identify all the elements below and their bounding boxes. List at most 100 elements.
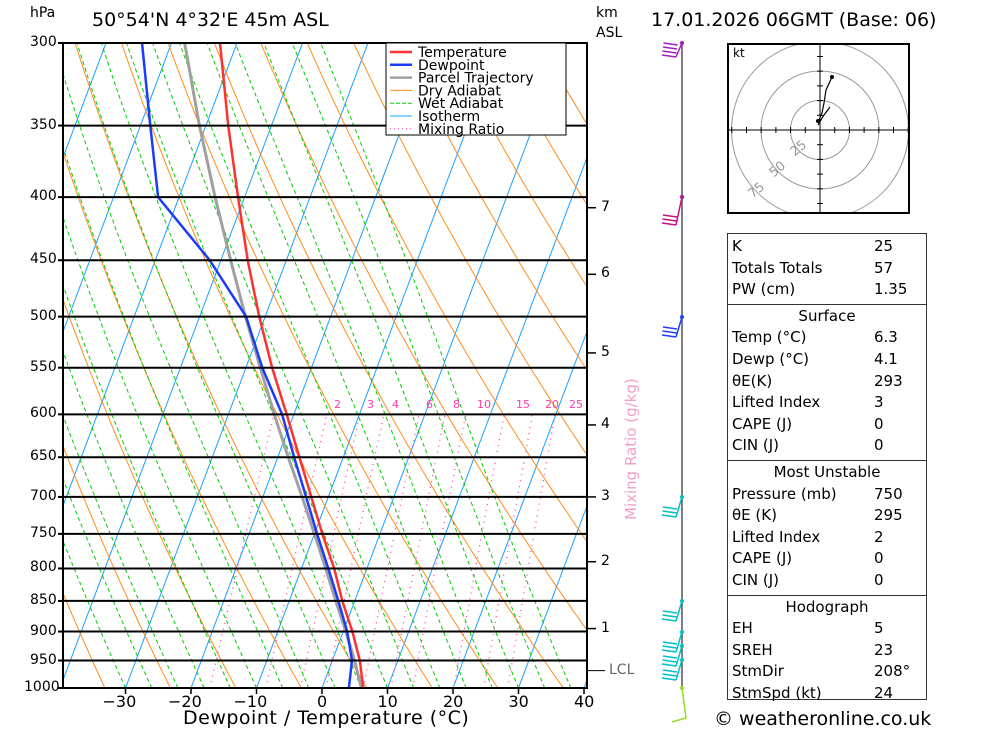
index-value: 0 bbox=[874, 571, 884, 589]
wet-adiabat-line bbox=[63, 539, 126, 688]
pressure-tick-label: 400 bbox=[30, 188, 57, 205]
wet-adiabat-line bbox=[100, 43, 362, 688]
index-name: CAPE (J) bbox=[732, 414, 793, 433]
index-name: CIN (J) bbox=[732, 436, 780, 455]
isotherm-line bbox=[63, 43, 107, 159]
isotherm-line bbox=[63, 43, 238, 508]
pressure-tick-label: 850 bbox=[30, 591, 57, 608]
section-divider bbox=[728, 594, 926, 596]
section-title: Most Unstable bbox=[773, 463, 881, 481]
height-tick-label: 1 bbox=[601, 619, 610, 636]
wet-adiabat-line bbox=[126, 43, 388, 688]
index-row: PW (cm) 1.35 bbox=[732, 280, 922, 301]
pressure-tick-label: 700 bbox=[30, 487, 57, 504]
legend-box bbox=[385, 42, 567, 136]
mixing-ratio-axis-title: Mixing Ratio (g/kg) bbox=[622, 378, 640, 520]
isotherm-line bbox=[452, 330, 587, 688]
mixing-ratio-label: 6 bbox=[426, 398, 433, 411]
wind-barb bbox=[671, 686, 687, 723]
wet-adiabat-line bbox=[76, 43, 336, 688]
mixing-ratio-label: 8 bbox=[453, 398, 460, 411]
index-row: CIN (J) 0 bbox=[732, 571, 922, 592]
dry-adiabat-line bbox=[260, 43, 587, 632]
temperature-tick-label: 0 bbox=[317, 692, 328, 711]
isotherm-line bbox=[63, 43, 304, 682]
mixing-ratio-label: 25 bbox=[569, 398, 583, 411]
index-value: 1.35 bbox=[874, 280, 908, 299]
dry-adiabat-line bbox=[445, 43, 587, 288]
pressure-tick-label: 500 bbox=[30, 307, 57, 324]
mixing-ratio-line bbox=[483, 414, 534, 688]
mixing-ratio-label: 10 bbox=[477, 398, 491, 411]
index-row: Lifted Index 3 bbox=[732, 393, 922, 414]
pressure-tick-label: 900 bbox=[30, 622, 57, 639]
index-value: 0 bbox=[874, 436, 884, 455]
index-row: Totals Totals 57 bbox=[732, 259, 922, 280]
index-row: Pressure (mb) 750 bbox=[732, 485, 922, 506]
hodograph-point bbox=[816, 119, 820, 123]
index-name: Pressure (mb) bbox=[732, 484, 837, 503]
index-value: 0 bbox=[874, 414, 884, 433]
wet-adiabat-line bbox=[263, 43, 519, 688]
index-name: StmSpd (kt) bbox=[732, 684, 822, 702]
mixing-ratio-label: 2 bbox=[334, 398, 341, 411]
mixing-ratio-label: 3 bbox=[367, 398, 374, 411]
dry-adiabat-line bbox=[399, 43, 587, 371]
mixing-ratio-line bbox=[453, 414, 505, 688]
index-name: EH bbox=[732, 619, 753, 638]
temperature-tick-label: −20 bbox=[168, 692, 202, 711]
wet-adiabat-line bbox=[152, 43, 415, 688]
isotherm-line bbox=[124, 43, 369, 688]
index-row: Dewp (°C) 4.1 bbox=[732, 350, 922, 371]
wind-barb bbox=[661, 495, 684, 518]
index-name: θE (K) bbox=[732, 506, 777, 525]
dry-adiabat-line bbox=[63, 150, 302, 688]
index-value: 208° bbox=[874, 662, 911, 681]
temperature-tick-label: −10 bbox=[233, 692, 268, 711]
dry-adiabat-line bbox=[63, 444, 171, 688]
section-divider bbox=[728, 303, 926, 305]
height-tick-label: 6 bbox=[601, 265, 610, 282]
temperature-tick-label: 10 bbox=[377, 692, 398, 711]
index-value: 4.1 bbox=[874, 350, 898, 368]
mixing-ratio-line bbox=[265, 414, 328, 688]
pressure-tick-label: 350 bbox=[30, 116, 57, 133]
height-tick-label: 2 bbox=[601, 552, 610, 569]
mixing-ratio-line bbox=[299, 414, 361, 688]
wet-adiabat-line bbox=[63, 414, 179, 688]
index-row: K 25 bbox=[732, 237, 922, 258]
mixing-ratio-label: 20 bbox=[545, 398, 559, 411]
index-row: CAPE (J) 0 bbox=[732, 415, 922, 436]
wet-adiabat-line bbox=[63, 349, 205, 688]
pressure-tick-label: 300 bbox=[30, 34, 57, 50]
legend-label: Parcel Trajectory bbox=[418, 71, 534, 87]
wind-barb bbox=[661, 644, 684, 667]
height-tick-label: 7 bbox=[601, 198, 610, 215]
index-value: 6.3 bbox=[874, 328, 898, 347]
index-value: 25 bbox=[874, 237, 894, 255]
section-title: Surface bbox=[798, 306, 856, 325]
temperature-tick-label: 40 bbox=[574, 692, 595, 711]
index-row: EH 5 bbox=[732, 619, 922, 640]
index-name: SREH bbox=[732, 640, 773, 659]
wind-barb bbox=[661, 41, 684, 58]
wet-adiabat-line bbox=[63, 477, 153, 688]
section-divider bbox=[728, 460, 926, 461]
index-row: CAPE (J) 0 bbox=[732, 549, 922, 570]
wet-adiabat-line bbox=[63, 72, 310, 688]
dry-adiabat-line bbox=[943, 25, 1000, 688]
wind-barb bbox=[661, 195, 684, 226]
hodograph-point bbox=[830, 75, 834, 79]
legend-label: Dry Adiabat bbox=[418, 83, 501, 99]
pressure-tick-label: 600 bbox=[30, 405, 57, 422]
pressure-tick-label: 650 bbox=[30, 448, 57, 465]
legend-label: Mixing Ratio bbox=[418, 122, 504, 138]
dry-adiabat-line bbox=[121, 43, 433, 688]
plot-frame bbox=[62, 42, 588, 689]
legend-label: Wet Adiabat bbox=[418, 96, 504, 112]
location-title: 50°54'N 4°32'E 45m ASL bbox=[92, 9, 329, 31]
dry-adiabat-line bbox=[74, 43, 368, 688]
pressure-tick-label: 550 bbox=[30, 358, 57, 375]
